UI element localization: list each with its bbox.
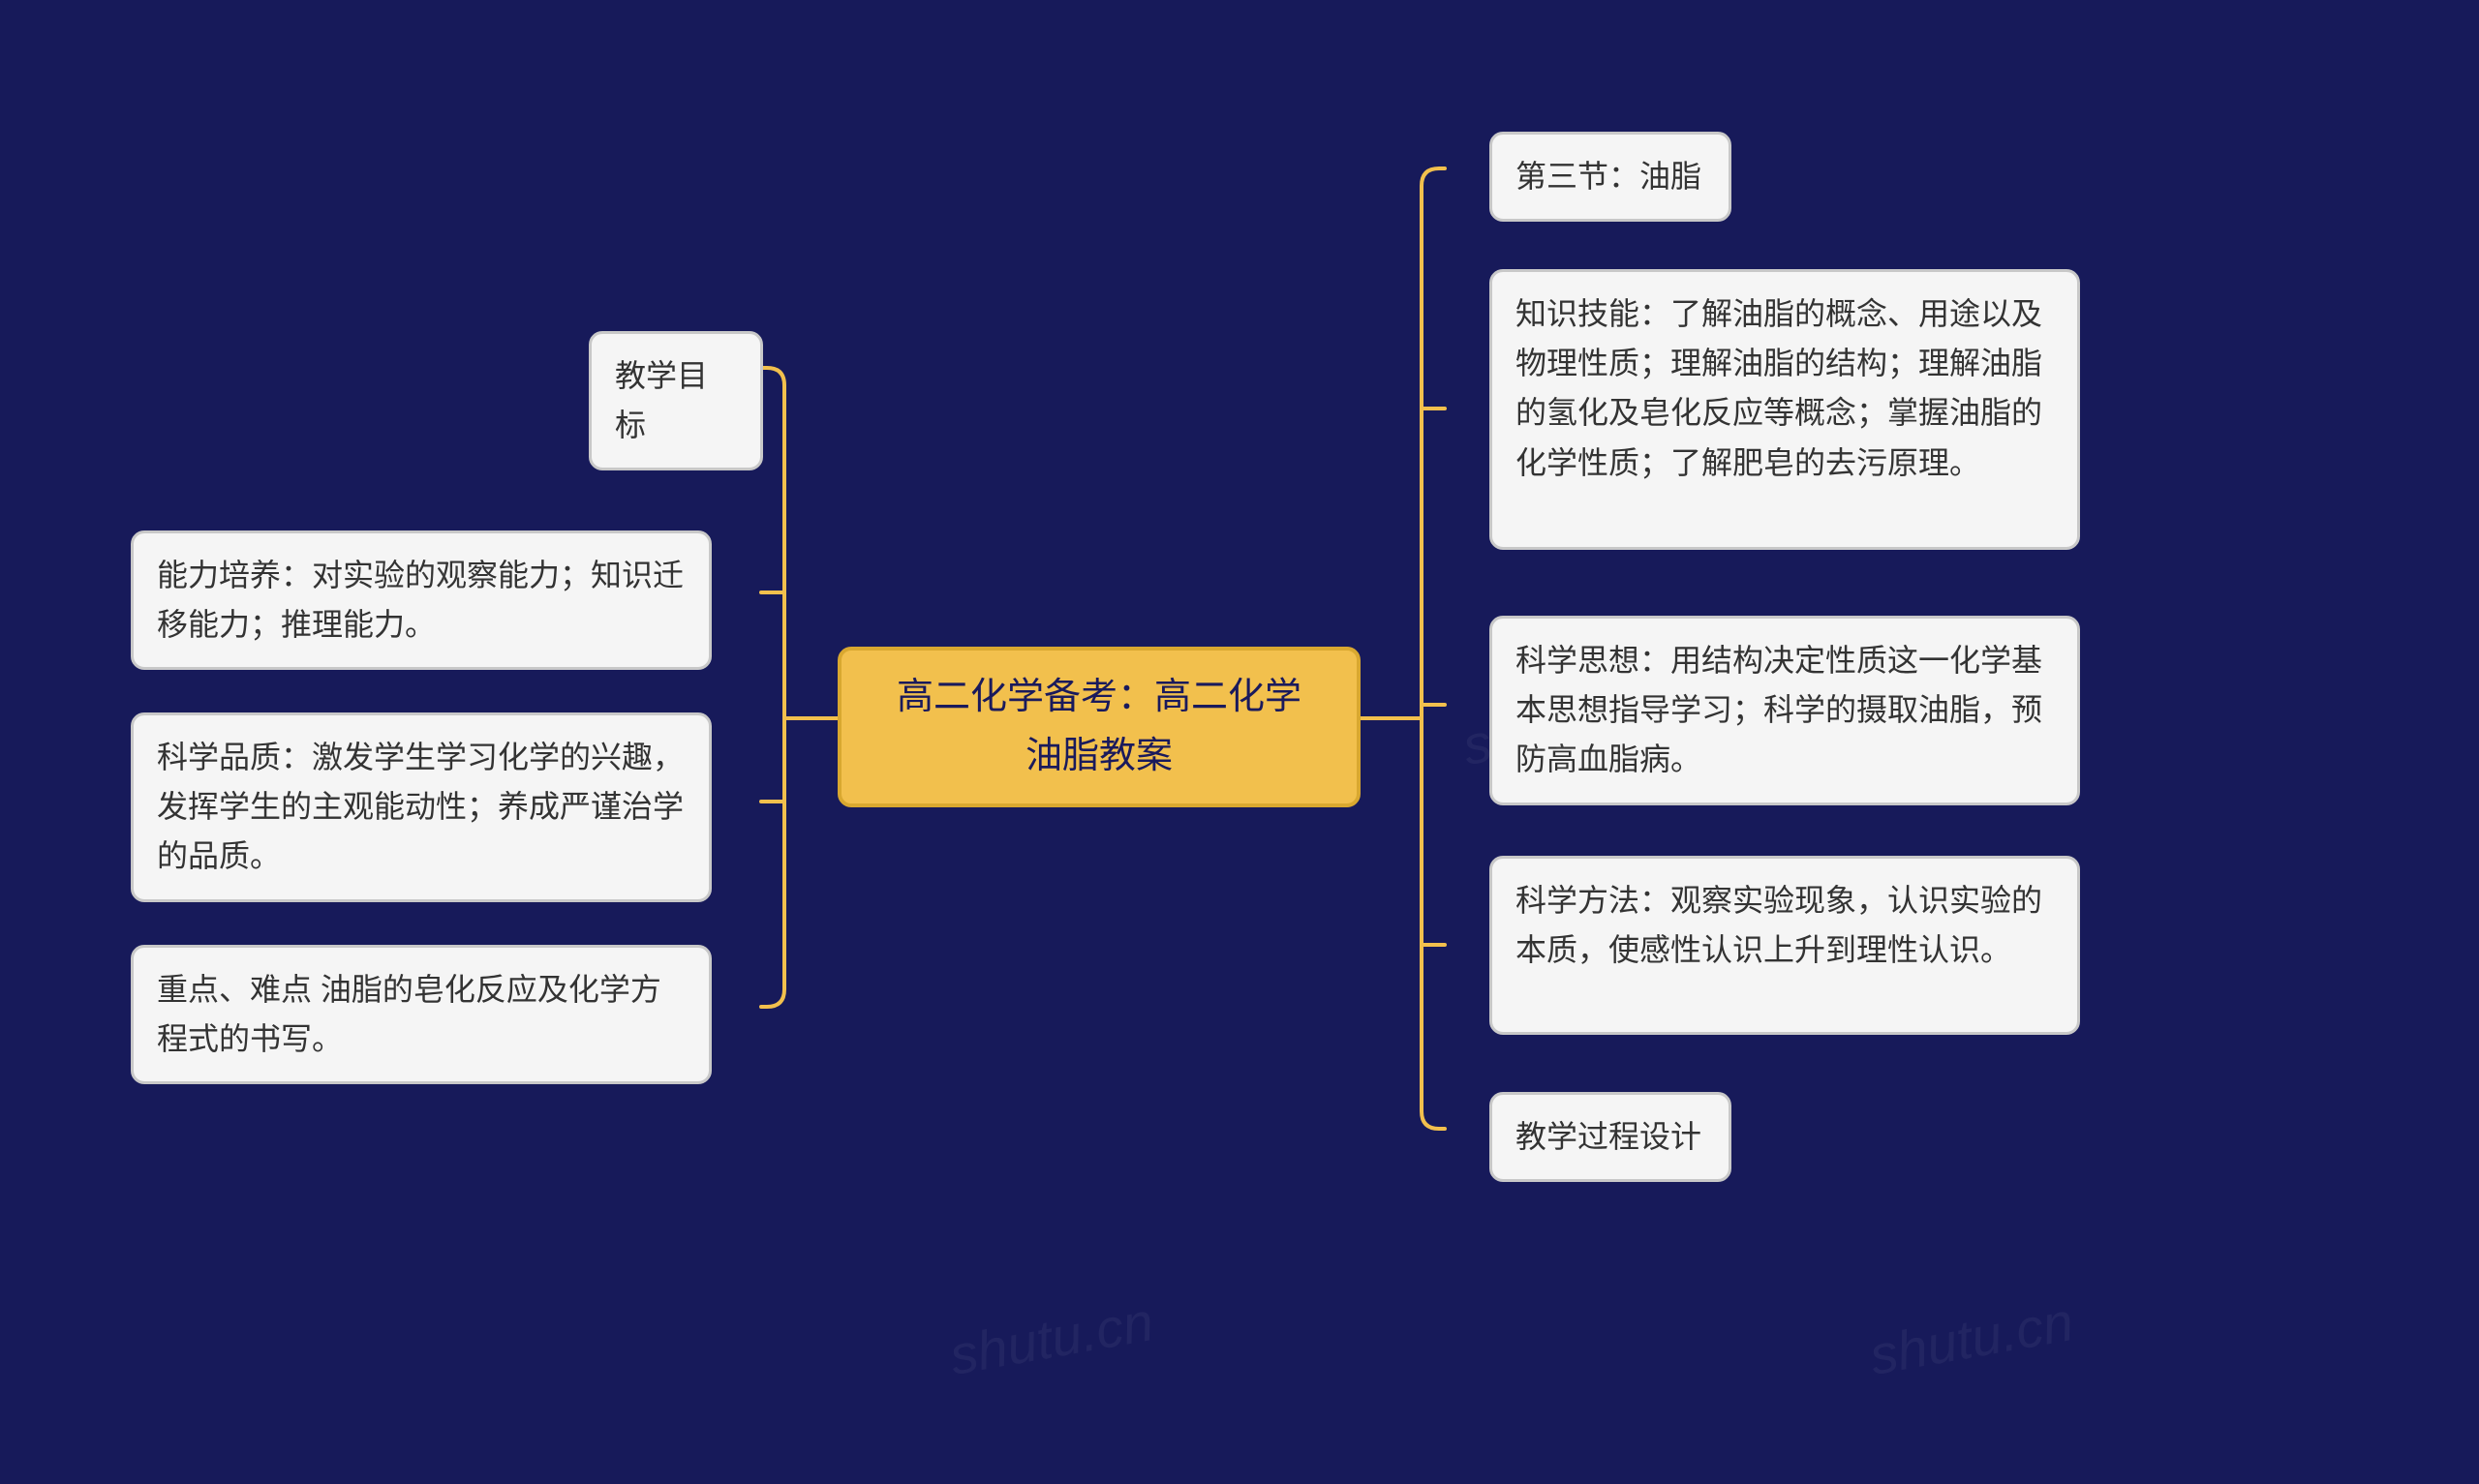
node-l4-text: 重点、难点 油脂的皂化反应及化学方程式的书写。 <box>157 972 661 1056</box>
node-section3: 第三节：油脂 <box>1489 132 1731 222</box>
center-line2: 油脂教案 <box>1025 727 1173 786</box>
node-r1-text: 第三节：油脂 <box>1515 159 1701 194</box>
node-method: 科学方法：观察实验现象，认识实验的本质，使感性认识上升到理性认识。 <box>1489 856 2080 1035</box>
node-l3-text: 科学品质：激发学生学习化学的兴趣，发挥学生的主观能动性；养成严谨治学的品质。 <box>157 740 684 873</box>
center-line1: 高二化学备考：高二化学 <box>897 668 1301 727</box>
node-r5-text: 教学过程设计 <box>1515 1119 1701 1154</box>
node-knowledge: 知识技能：了解油脂的概念、用途以及物理性质；理解油脂的结构；理解油脂的氢化及皂化… <box>1489 269 2080 550</box>
node-teaching-goal: 教学目标 <box>589 331 763 470</box>
node-thought: 科学思想：用结构决定性质这一化学基本思想指导学习；科学的摄取油脂，预防高血脂病。 <box>1489 616 2080 805</box>
node-l1-text: 教学目标 <box>615 358 708 442</box>
node-r3-text: 科学思想：用结构决定性质这一化学基本思想指导学习；科学的摄取油脂，预防高血脂病。 <box>1515 643 2042 776</box>
node-quality: 科学品质：激发学生学习化学的兴趣，发挥学生的主观能动性；养成严谨治学的品质。 <box>131 712 712 902</box>
node-r2-text: 知识技能：了解油脂的概念、用途以及物理性质；理解油脂的结构；理解油脂的氢化及皂化… <box>1515 296 2042 480</box>
node-keypoints: 重点、难点 油脂的皂化反应及化学方程式的书写。 <box>131 945 712 1084</box>
center-node: 高二化学备考：高二化学 油脂教案 <box>838 647 1361 807</box>
watermark: shutu.cn <box>945 1289 1158 1387</box>
node-process: 教学过程设计 <box>1489 1092 1731 1182</box>
node-r4-text: 科学方法：观察实验现象，认识实验的本质，使感性认识上升到理性认识。 <box>1515 883 2042 967</box>
node-l2-text: 能力培养：对实验的观察能力；知识迁移能力；推理能力。 <box>157 558 684 642</box>
node-ability: 能力培养：对实验的观察能力；知识迁移能力；推理能力。 <box>131 530 712 670</box>
watermark: shutu.cn <box>1865 1289 2078 1387</box>
